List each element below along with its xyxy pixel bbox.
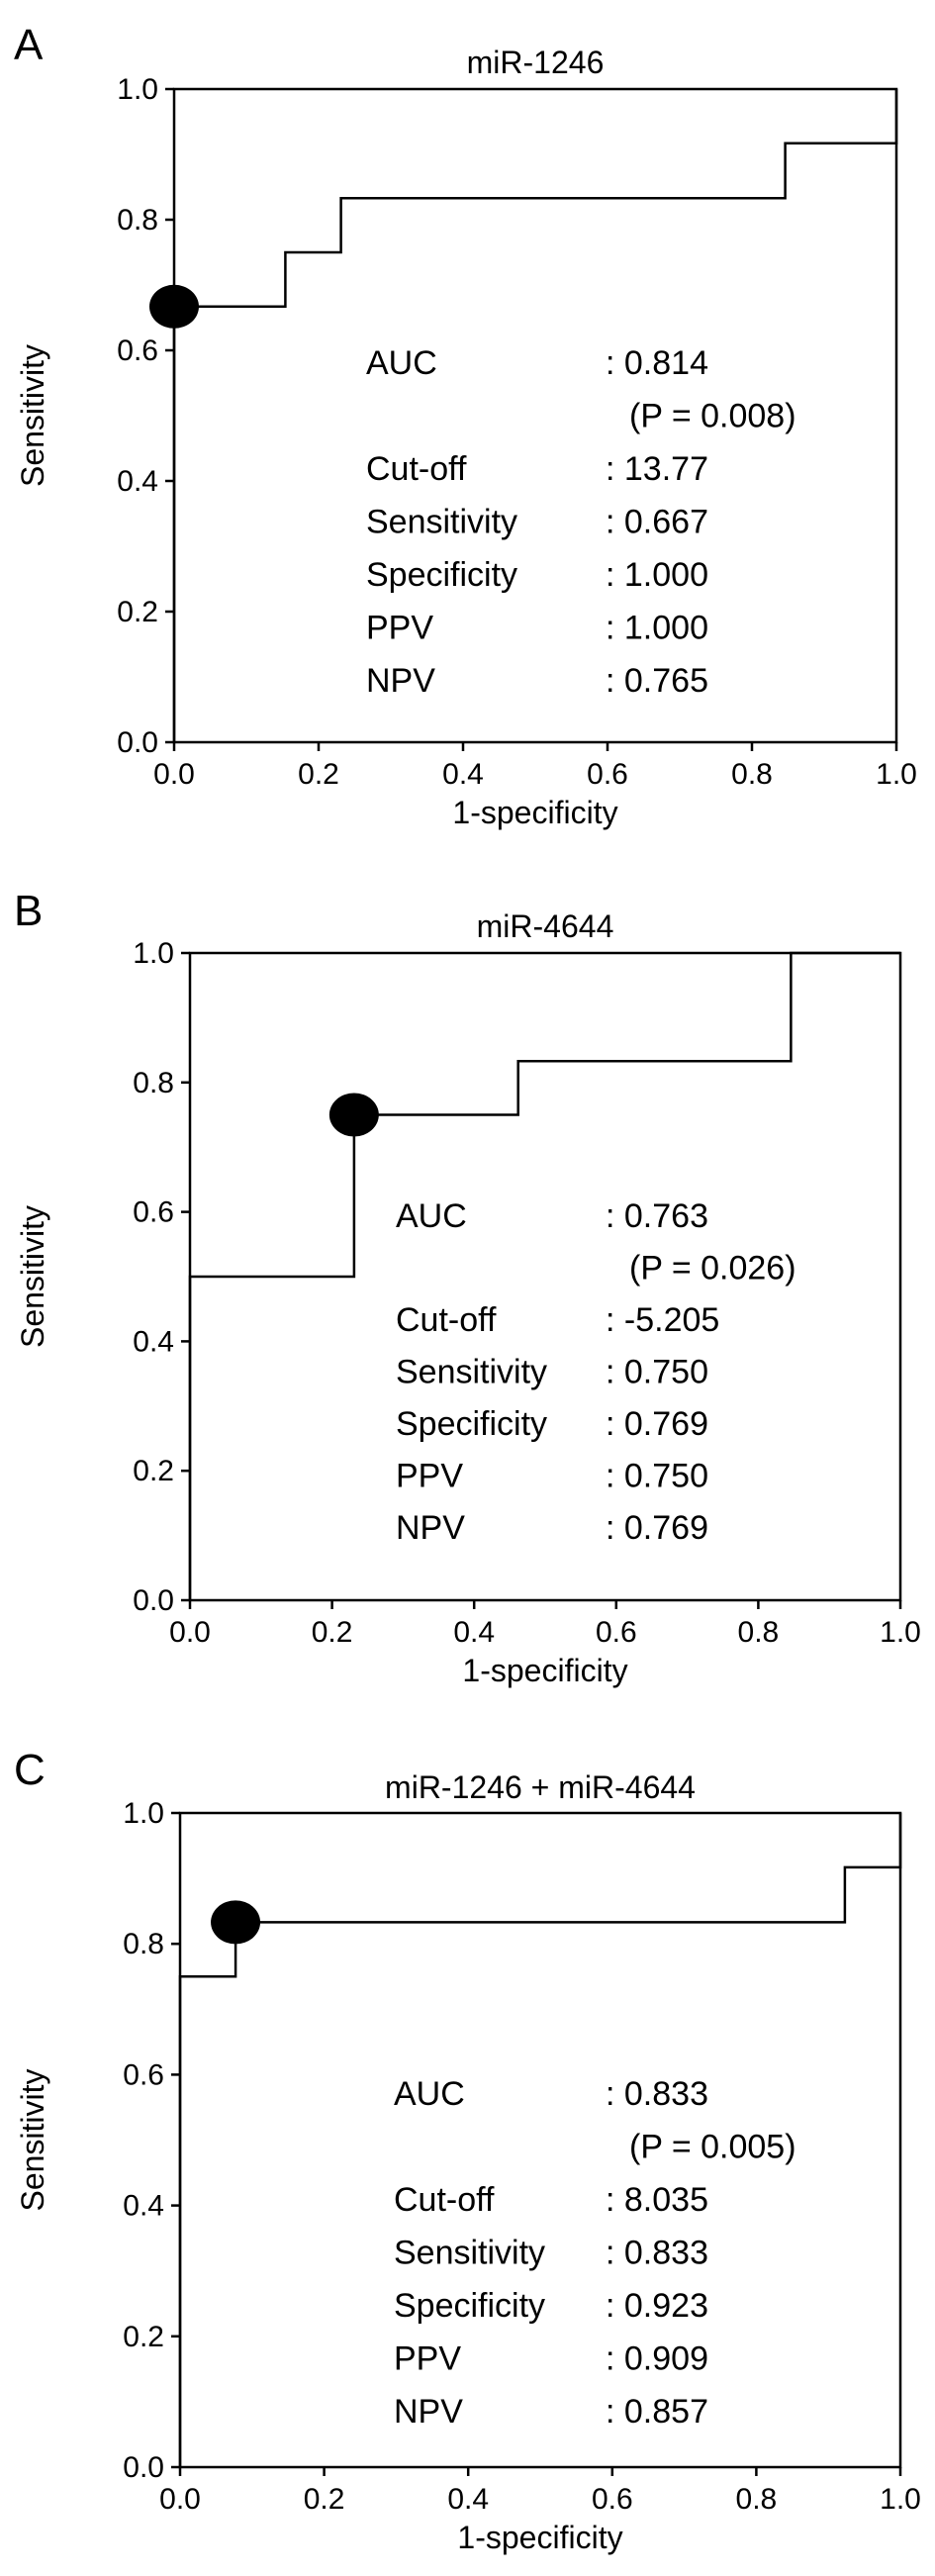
stat-value: : 0.763 [606, 1197, 708, 1235]
stat-label: AUC [396, 1197, 467, 1235]
x-tick-label: 1.0 [880, 2483, 921, 2516]
y-tick-label: 1.0 [123, 1797, 164, 1830]
stat-value: : 0.857 [606, 2393, 708, 2431]
stat-label: NPV [394, 2393, 463, 2431]
panel-letter: C [14, 1746, 46, 1794]
stat-label: NPV [366, 662, 435, 700]
stat-p-value: (P = 0.008) [629, 398, 796, 435]
stat-value: : 0.750 [606, 1354, 708, 1391]
x-tick-label: 0.8 [738, 1616, 780, 1649]
x-tick-label: 0.4 [442, 758, 484, 791]
y-tick-label: 0.2 [133, 1455, 174, 1487]
roc-curve [188, 951, 900, 1600]
cutoff-point [211, 1900, 261, 1945]
stat-value: : 1.000 [606, 556, 708, 594]
y-tick-label: 0.8 [117, 204, 158, 237]
y-tick-label: 0.8 [123, 1928, 164, 1960]
stat-label: Specificity [396, 1405, 547, 1443]
y-tick-label: 0.4 [123, 2190, 164, 2223]
y-tick-label: 0.8 [133, 1067, 174, 1099]
x-tick-label: 0.6 [596, 1616, 637, 1649]
y-tick-label: 0.0 [133, 1584, 174, 1617]
stat-value: : 1.000 [606, 610, 708, 647]
x-tick-label: 0.2 [304, 2483, 345, 2516]
x-tick-label: 0.4 [453, 1616, 495, 1649]
stat-value: : 0.769 [606, 1509, 708, 1547]
roc-curve [172, 89, 898, 742]
x-tick-label: 1.0 [876, 758, 917, 791]
panel-letter: B [14, 887, 43, 935]
y-tick-label: 0.4 [133, 1325, 174, 1358]
chart-title: miR-1246 [467, 45, 605, 80]
stat-value: : -5.205 [606, 1301, 719, 1339]
x-tick-label: 0.2 [312, 1616, 353, 1649]
chart-title: miR-4644 [477, 908, 614, 944]
stat-label: Sensitivity [394, 2235, 545, 2272]
stat-value: : 8.035 [606, 2181, 708, 2219]
y-tick-label: 1.0 [117, 73, 158, 106]
stat-p-value: (P = 0.005) [629, 2129, 796, 2166]
stat-label: PPV [394, 2340, 461, 2378]
stat-label: Specificity [394, 2287, 545, 2325]
cutoff-point [328, 1093, 379, 1137]
panel-letter: A [14, 21, 44, 69]
y-tick-label: 0.2 [117, 596, 158, 628]
y-tick-label: 1.0 [133, 937, 174, 970]
x-tick-label: 0.0 [153, 758, 195, 791]
cutoff-point [149, 284, 199, 329]
stat-label: Cut-off [394, 2181, 495, 2219]
stat-value: : 0.833 [606, 2075, 708, 2113]
stat-label: Sensitivity [396, 1354, 547, 1391]
x-tick-label: 1.0 [880, 1616, 921, 1649]
y-axis-label: Sensitivity [15, 2068, 50, 2211]
y-tick-label: 0.6 [117, 334, 158, 367]
stat-value: : 0.909 [606, 2340, 708, 2378]
stat-label: Cut-off [366, 450, 467, 488]
y-tick-label: 0.0 [123, 2451, 164, 2484]
y-tick-label: 0.2 [123, 2321, 164, 2353]
x-tick-label: 0.4 [447, 2483, 489, 2516]
y-tick-label: 0.6 [123, 2058, 164, 2091]
stat-label: Sensitivity [366, 504, 517, 541]
x-tick-label: 0.0 [159, 2483, 201, 2516]
y-tick-label: 0.0 [117, 726, 158, 759]
x-tick-label: 0.0 [169, 1616, 211, 1649]
x-tick-label: 0.8 [731, 758, 773, 791]
stat-value: : 0.750 [606, 1458, 708, 1495]
stat-label: AUC [394, 2075, 465, 2113]
y-tick-label: 0.4 [117, 465, 158, 498]
stat-label: Cut-off [396, 1301, 497, 1339]
y-axis-label: Sensitivity [15, 344, 50, 487]
stat-value: : 0.769 [606, 1405, 708, 1443]
x-tick-label: 0.6 [592, 2483, 633, 2516]
x-tick-label: 0.8 [736, 2483, 778, 2516]
roc-curve [178, 1813, 902, 2467]
x-axis-label: 1-specificity [457, 2520, 622, 2555]
x-tick-label: 0.6 [587, 758, 628, 791]
stat-value: : 0.667 [606, 504, 708, 541]
stat-label: PPV [366, 610, 433, 647]
stat-label: PPV [396, 1458, 463, 1495]
x-axis-label: 1-specificity [462, 1653, 627, 1688]
stat-label: Specificity [366, 556, 517, 594]
y-tick-label: 0.6 [133, 1196, 174, 1229]
stat-label: NPV [396, 1509, 465, 1547]
stat-p-value: (P = 0.026) [629, 1250, 796, 1288]
stat-label: AUC [366, 344, 437, 382]
chart-title: miR-1246 + miR-4644 [385, 1769, 696, 1805]
stat-value: : 0.765 [606, 662, 708, 700]
x-axis-label: 1-specificity [452, 795, 617, 830]
x-tick-label: 0.2 [298, 758, 339, 791]
stat-value: : 0.833 [606, 2235, 708, 2272]
stat-value: : 13.77 [606, 450, 708, 488]
y-axis-label: Sensitivity [15, 1205, 50, 1348]
stat-value: : 0.814 [606, 344, 708, 382]
stat-value: : 0.923 [606, 2287, 708, 2325]
